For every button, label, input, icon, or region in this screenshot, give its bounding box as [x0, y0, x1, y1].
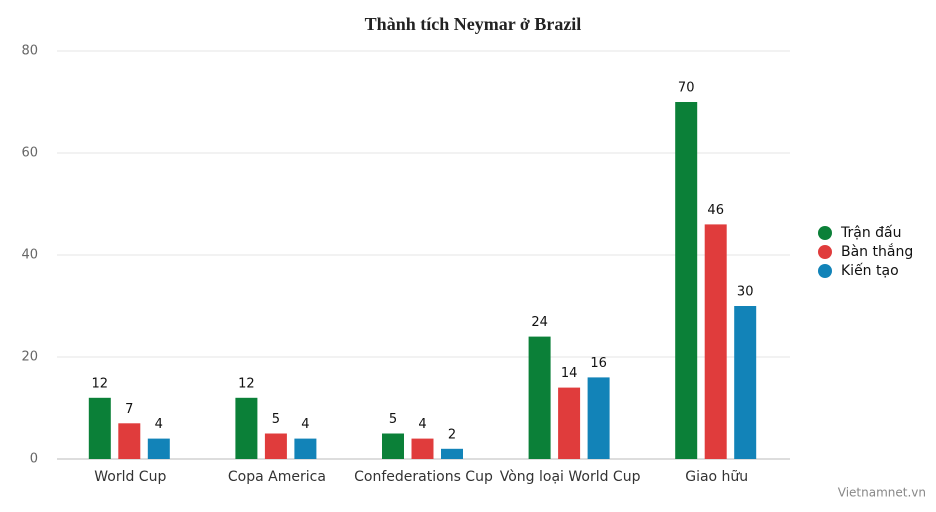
data-label: 4: [301, 417, 309, 432]
data-label: 2: [448, 427, 456, 442]
bar: [147, 438, 170, 459]
bar: [118, 423, 141, 459]
x-tick-label: Confederations Cup: [354, 469, 493, 485]
data-label: 46: [707, 203, 724, 218]
legend-label: Bàn thắng: [841, 243, 913, 260]
y-tick-label: 40: [21, 248, 38, 263]
bar: [294, 438, 317, 459]
data-label: 30: [737, 285, 754, 300]
y-tick-label: 20: [21, 350, 38, 365]
bar: [558, 387, 581, 459]
x-tick-label: Vòng loại World Cup: [500, 469, 641, 485]
y-tick-label: 80: [21, 44, 38, 59]
bar: [235, 397, 258, 459]
data-label: 5: [272, 412, 280, 427]
x-tick-label: Giao hữu: [685, 469, 748, 485]
data-label: 24: [531, 315, 548, 330]
bar: [411, 438, 434, 459]
bar: [441, 448, 463, 459]
data-label: 4: [418, 417, 426, 432]
data-label: 5: [389, 412, 397, 427]
legend-marker: [818, 226, 832, 240]
bar: [587, 377, 610, 459]
bar: [704, 224, 727, 459]
x-tick-label: Copa America: [228, 469, 326, 485]
legend-label: Kiến tạo: [841, 262, 899, 279]
y-tick-label: 60: [21, 146, 38, 161]
bar: [675, 102, 698, 459]
bar: [734, 306, 757, 459]
data-label: 12: [238, 376, 255, 391]
legend-label: Trận đấu: [840, 225, 902, 241]
x-tick-label: World Cup: [94, 469, 166, 485]
bar: [88, 397, 111, 459]
data-label: 7: [125, 402, 133, 417]
source: Vietnamnet.vn: [838, 486, 926, 500]
bar: [528, 336, 551, 459]
chart-title: Thành tích Neymar ở Brazil: [365, 14, 582, 34]
data-label: 4: [155, 417, 163, 432]
y-tick-label: 0: [30, 452, 38, 467]
legend-marker: [818, 264, 832, 278]
legend-marker: [818, 245, 832, 259]
data-label: 70: [678, 81, 695, 96]
data-label: 16: [590, 356, 607, 371]
data-label: 14: [561, 366, 578, 381]
bar: [264, 433, 287, 459]
bar: [382, 433, 404, 459]
data-label: 12: [92, 376, 109, 391]
